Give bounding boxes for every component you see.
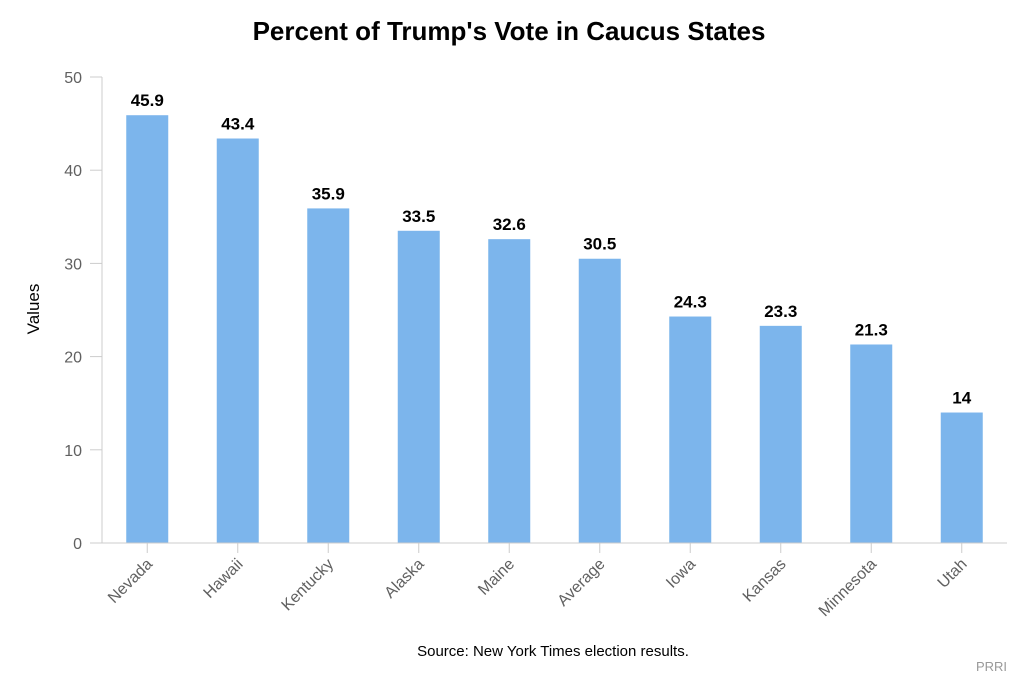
bar-minnesota: [850, 344, 893, 543]
y-axis: 0 10 20 30 40 50: [64, 70, 103, 553]
data-label: 43.4: [221, 115, 255, 134]
x-tick-label: Kansas: [740, 556, 790, 606]
y-tick-label: 50: [64, 70, 82, 87]
y-tick-label: 0: [73, 536, 82, 553]
data-label: 35.9: [312, 184, 345, 203]
data-label: 23.3: [764, 302, 797, 321]
bar-maine: [488, 239, 531, 543]
bars: [126, 115, 983, 544]
x-axis: Nevada Hawaii Kentucky Alaska Maine Average Io…: [102, 542, 1007, 620]
data-label: 21.3: [855, 320, 888, 339]
chart-source: Source: New York Times election results.: [417, 643, 689, 660]
bar-iowa: [669, 316, 712, 543]
y-axis-label: Values: [24, 284, 43, 335]
bar-average: [578, 258, 621, 543]
x-tick-label: Maine: [475, 556, 518, 599]
data-label: 33.5: [402, 207, 435, 226]
bar-hawaii: [216, 138, 259, 543]
bar-kentucky: [307, 208, 350, 544]
x-tick-label: Minnesota: [816, 556, 880, 620]
x-tick-label: Average: [555, 556, 609, 610]
bar-nevada: [126, 115, 169, 543]
x-tick-label: Iowa: [663, 556, 699, 592]
data-label: 24.3: [674, 293, 707, 312]
data-labels: 45.9 43.4 35.9 33.5 32.6 30.5 24.3 23.3 21.3 14: [131, 91, 972, 407]
x-tick-label: Utah: [935, 556, 971, 592]
x-tick-label: Kentucky: [279, 556, 338, 615]
data-label: 32.6: [493, 215, 526, 234]
bar-alaska: [397, 230, 440, 543]
x-tick-label: Nevada: [105, 556, 156, 607]
y-tick-label: 40: [64, 163, 82, 180]
x-tick-label: Hawaii: [201, 556, 247, 602]
y-tick-label: 10: [64, 443, 82, 460]
y-tick-label: 30: [64, 256, 82, 273]
bar-utah: [940, 412, 983, 543]
y-tick-label: 20: [64, 350, 82, 367]
data-label: 30.5: [583, 235, 616, 254]
data-label: 45.9: [131, 91, 164, 110]
x-tick-label: Alaska: [382, 556, 428, 602]
bar-kansas: [759, 325, 802, 543]
chart-title: Percent of Trump's Vote in Caucus States: [253, 16, 766, 46]
chart-credit: PRRI: [976, 659, 1007, 674]
data-label: 14: [952, 389, 971, 408]
